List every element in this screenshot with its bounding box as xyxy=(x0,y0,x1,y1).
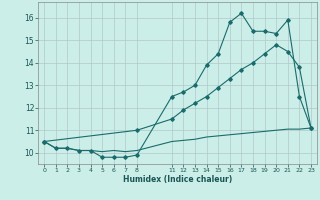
X-axis label: Humidex (Indice chaleur): Humidex (Indice chaleur) xyxy=(123,175,232,184)
